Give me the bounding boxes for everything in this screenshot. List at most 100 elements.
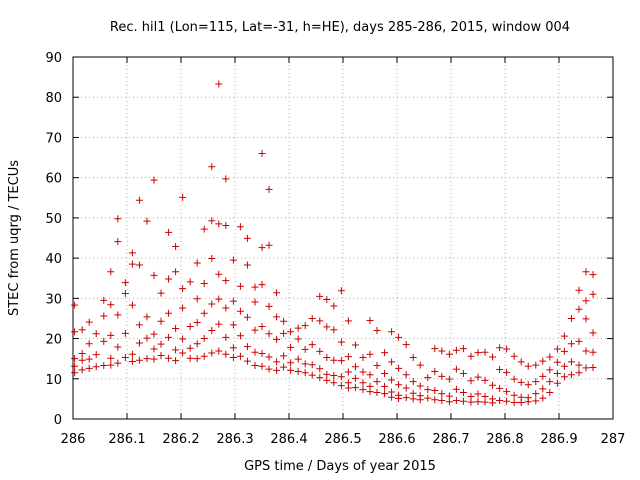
data-point: [71, 362, 79, 370]
data-point: [150, 345, 158, 353]
data-point: [351, 374, 359, 382]
data-point: [193, 340, 201, 348]
data-point: [459, 397, 467, 405]
data-point: [438, 396, 446, 404]
data-point: [107, 354, 115, 362]
data-point: [510, 375, 518, 383]
data-point: [402, 371, 410, 379]
data-point: [438, 390, 446, 398]
data-point: [560, 362, 568, 370]
data-point: [395, 394, 403, 402]
data-point: [474, 373, 482, 381]
data-point: [200, 352, 208, 360]
data-point: [424, 386, 432, 394]
data-point: [265, 185, 273, 193]
data-point: [208, 217, 216, 225]
data-point: [373, 388, 381, 396]
data-point: [200, 309, 208, 317]
data-point: [560, 347, 568, 355]
data-point: [344, 368, 352, 376]
data-point: [301, 322, 309, 330]
data-point: [402, 341, 410, 349]
data-point: [179, 304, 187, 312]
data-point: [424, 374, 432, 382]
data-point: [452, 396, 460, 404]
data-point: [402, 384, 410, 392]
data-point: [114, 343, 122, 351]
y-tick-label: 0: [54, 413, 62, 428]
data-point: [251, 326, 259, 334]
data-point: [157, 317, 165, 325]
data-point: [452, 365, 460, 373]
data-point: [474, 398, 482, 406]
data-point: [409, 378, 417, 386]
data-point: [567, 314, 575, 322]
y-tick-label: 10: [45, 373, 62, 388]
data-point: [351, 384, 359, 392]
data-point: [308, 361, 316, 369]
data-point: [78, 326, 86, 334]
data-point: [186, 354, 194, 362]
data-point: [165, 228, 173, 236]
data-point: [222, 333, 230, 341]
y-axis-label: STEC from uqrg / TECUs: [7, 160, 22, 316]
data-point: [85, 355, 93, 363]
data-point: [459, 370, 467, 378]
data-point: [582, 297, 590, 305]
data-point: [165, 309, 173, 317]
data-point: [208, 327, 216, 335]
data-point: [258, 362, 266, 370]
data-point: [532, 361, 540, 369]
y-tick-label: 50: [45, 212, 62, 227]
data-point: [71, 355, 79, 363]
data-point: [503, 397, 511, 405]
x-tick-label: 286.3: [216, 432, 253, 447]
data-point: [200, 279, 208, 287]
data-point: [222, 304, 230, 312]
data-point: [229, 297, 237, 305]
data-point: [489, 353, 497, 361]
data-point: [236, 223, 244, 231]
data-point: [553, 370, 561, 378]
grid-lines: [73, 57, 613, 419]
data-point: [265, 302, 273, 310]
data-point: [459, 388, 467, 396]
data-point: [575, 286, 583, 294]
data-point: [157, 351, 165, 359]
data-point: [316, 365, 324, 373]
data-point: [165, 275, 173, 283]
data-point: [71, 301, 79, 309]
data-point: [373, 327, 381, 335]
data-point: [445, 350, 453, 358]
data-point: [316, 292, 324, 300]
data-point: [273, 366, 281, 374]
data-point: [258, 281, 266, 289]
data-point: [157, 340, 165, 348]
data-point: [215, 295, 223, 303]
data-point: [575, 337, 583, 345]
data-point: [431, 345, 439, 353]
data-point: [546, 353, 554, 361]
data-point: [143, 334, 151, 342]
x-tick-label: 286.7: [432, 432, 469, 447]
data-point: [193, 355, 201, 363]
data-point: [323, 370, 331, 378]
data-point: [438, 372, 446, 380]
data-point: [215, 80, 223, 88]
data-point: [265, 241, 273, 249]
data-point: [143, 355, 151, 363]
data-point: [474, 349, 482, 357]
data-point: [359, 379, 367, 387]
data-point: [524, 398, 532, 406]
data-point: [431, 368, 439, 376]
data-point: [92, 363, 100, 371]
data-point: [308, 341, 316, 349]
data-point: [107, 331, 115, 339]
data-point: [236, 282, 244, 290]
data-point: [179, 193, 187, 201]
data-point: [135, 339, 143, 347]
data-point: [236, 332, 244, 340]
data-point: [172, 268, 180, 276]
data-point: [532, 378, 540, 386]
